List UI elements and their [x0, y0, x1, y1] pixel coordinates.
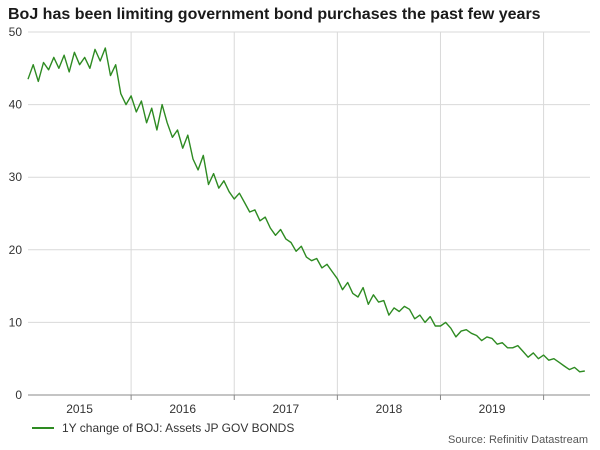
y-tick-label: 40 — [9, 98, 23, 112]
x-tick-label: 2015 — [66, 402, 93, 416]
legend: 1Y change of BOJ: Assets JP GOV BONDS — [32, 421, 294, 435]
y-tick-label: 50 — [9, 25, 23, 39]
x-tick-label: 2017 — [272, 402, 299, 416]
source-note: Source: Refinitiv Datastream — [448, 434, 588, 446]
y-tick-label: 0 — [15, 388, 22, 402]
series-line — [27, 47, 585, 373]
x-tick-label: 2018 — [376, 402, 403, 416]
y-tick-label: 10 — [9, 315, 23, 329]
y-tick-labels: 0 10 20 30 40 50 — [9, 25, 23, 402]
grid-lines — [28, 31, 590, 395]
x-tick-label: 2019 — [479, 402, 506, 416]
x-tick-label: 2016 — [169, 402, 196, 416]
legend-label: 1Y change of BOJ: Assets JP GOV BONDS — [62, 421, 295, 435]
x-tick-labels: 2015 2016 2017 2018 2019 — [66, 402, 505, 416]
legend-line-swatch — [32, 427, 54, 429]
axes — [28, 394, 590, 400]
chart-title: BoJ has been limiting government bond pu… — [8, 6, 541, 23]
y-tick-label: 20 — [9, 243, 23, 257]
series-layer — [27, 47, 585, 373]
y-tick-label: 30 — [9, 170, 23, 184]
